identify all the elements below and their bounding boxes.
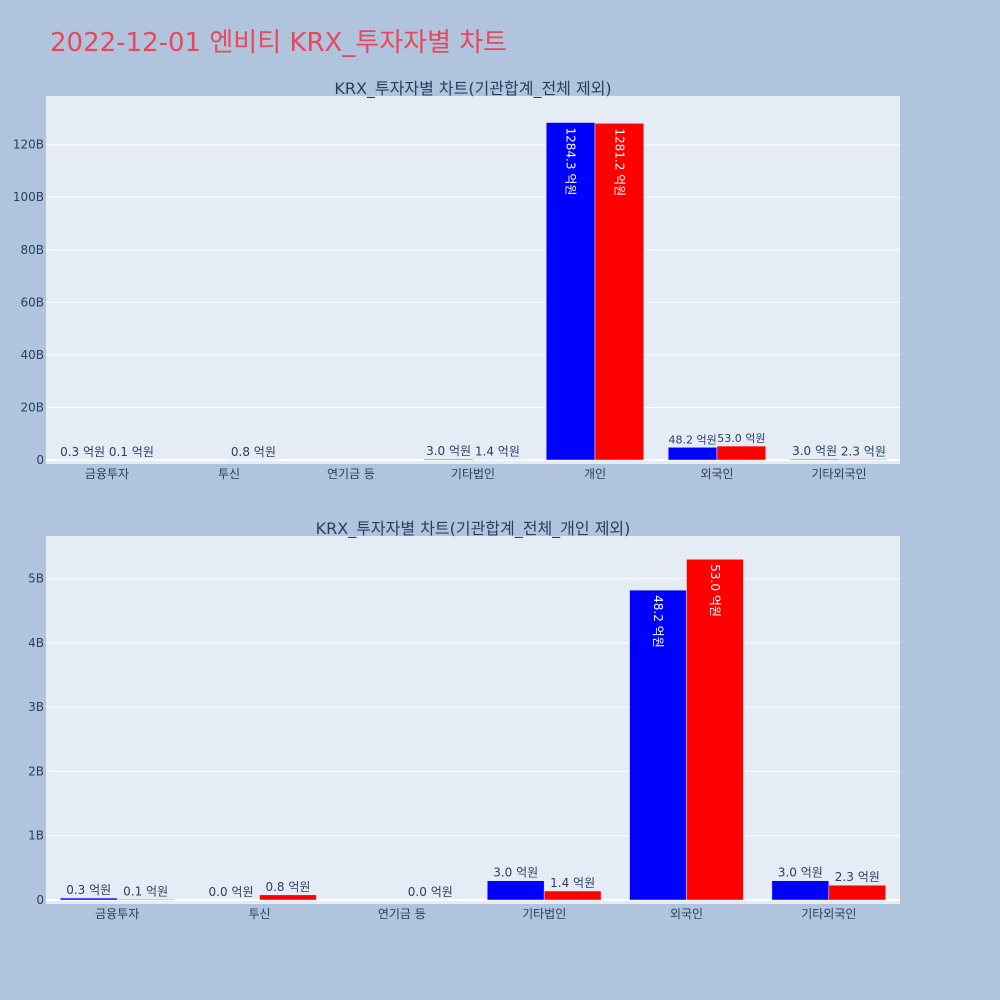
x-tick-label: 금융투자 xyxy=(85,467,129,481)
plot-background xyxy=(46,536,900,904)
data-label: 53.0 억원 xyxy=(717,432,765,445)
y-tick-label: 80B xyxy=(20,243,44,257)
chart-investor-all: 0 20B 40B 60B 80B 100B 120B KRX_투자자별 차트(기관합계_전체… xyxy=(13,79,900,481)
bar xyxy=(59,897,118,901)
data-label: 1284.3 억원 xyxy=(564,128,578,196)
y-tick-label: 2B xyxy=(28,764,44,778)
x-tick-label: 개인 xyxy=(584,467,606,481)
data-label: 3.0 억원 xyxy=(792,444,837,458)
data-label: 0.3 억원 xyxy=(66,883,111,897)
data-label: 3.0 억원 xyxy=(493,866,538,880)
bar xyxy=(789,458,840,461)
x-tick-label: 기타법인 xyxy=(522,907,566,921)
y-tick-label: 60B xyxy=(20,295,44,309)
data-label: 3.0 억원 xyxy=(426,444,471,458)
y-tick-label: 3B xyxy=(28,700,44,714)
y-tick-label: 0 xyxy=(36,453,44,467)
data-label: 0.8 억원 xyxy=(231,445,276,459)
data-label: 1.4 억원 xyxy=(550,876,595,890)
data-label: 1.4 억원 xyxy=(475,445,520,459)
bar xyxy=(594,123,645,461)
x-tick-label: 외국인 xyxy=(700,467,733,481)
data-label: 0.0 억원 xyxy=(408,885,453,899)
bar xyxy=(771,880,830,901)
bar xyxy=(667,447,718,461)
bar xyxy=(828,884,887,901)
chart-investor-excl-individual: 0 1B 2B 3B 4B 5B KRX_투자자별 차트(기관합계_전체_개인 제외) 금융투… xyxy=(28,519,900,921)
x-tick-label: 기타외국인 xyxy=(801,907,856,921)
data-label: 53.0 억원 xyxy=(708,564,722,617)
bar xyxy=(629,589,687,901)
x-tick-label: 금융투자 xyxy=(95,907,139,921)
chart-title: KRX_투자자별 차트(기관합계_전체_개인 제외) xyxy=(316,519,631,539)
data-label: 2.3 억원 xyxy=(835,870,880,884)
data-label: 3.0 억원 xyxy=(778,866,823,880)
data-label: 48.2 억원 xyxy=(651,595,665,648)
bar xyxy=(686,559,744,901)
y-tick-label: 4B xyxy=(28,636,44,650)
data-label: 0.0 억원 xyxy=(209,885,254,899)
data-label: 0.3 억원 xyxy=(60,445,105,459)
x-tick-label: 연기금 등 xyxy=(378,907,426,921)
bar xyxy=(486,880,545,901)
x-tick-label: 기타외국인 xyxy=(811,467,866,481)
data-label: 0.1 억원 xyxy=(123,884,168,898)
plot-background xyxy=(46,96,900,464)
bar xyxy=(716,445,767,461)
y-tick-label: 20B xyxy=(20,400,44,414)
x-tick-label: 투신 xyxy=(248,907,270,921)
bar xyxy=(545,122,596,461)
x-tick-label: 연기금 등 xyxy=(327,467,375,481)
bar xyxy=(116,899,175,901)
x-tick-label: 기타법인 xyxy=(451,467,495,481)
y-tick-label: 120B xyxy=(13,138,44,152)
bar xyxy=(259,894,317,901)
data-label: 2.3 억원 xyxy=(841,444,886,458)
y-tick-label: 0 xyxy=(36,893,44,907)
chart-title: KRX_투자자별 차트(기관합계_전체 제외) xyxy=(334,79,611,99)
bar xyxy=(543,890,602,901)
data-label: 0.1 억원 xyxy=(109,445,154,459)
data-label: 1281.2 억원 xyxy=(612,128,626,196)
y-tick-label: 5B xyxy=(28,572,44,586)
bar xyxy=(423,458,474,461)
y-tick-label: 1B xyxy=(28,829,44,843)
x-tick-label: 투신 xyxy=(218,467,240,481)
bar xyxy=(838,459,889,461)
page-title: 2022-12-01 엔비티 KRX_투자자별 차트 xyxy=(50,28,508,58)
x-tick-label: 외국인 xyxy=(670,907,703,921)
data-label: 0.8 억원 xyxy=(265,880,310,894)
data-label: 48.2 억원 xyxy=(668,433,716,446)
y-tick-label: 40B xyxy=(20,348,44,362)
y-tick-label: 100B xyxy=(13,190,44,204)
